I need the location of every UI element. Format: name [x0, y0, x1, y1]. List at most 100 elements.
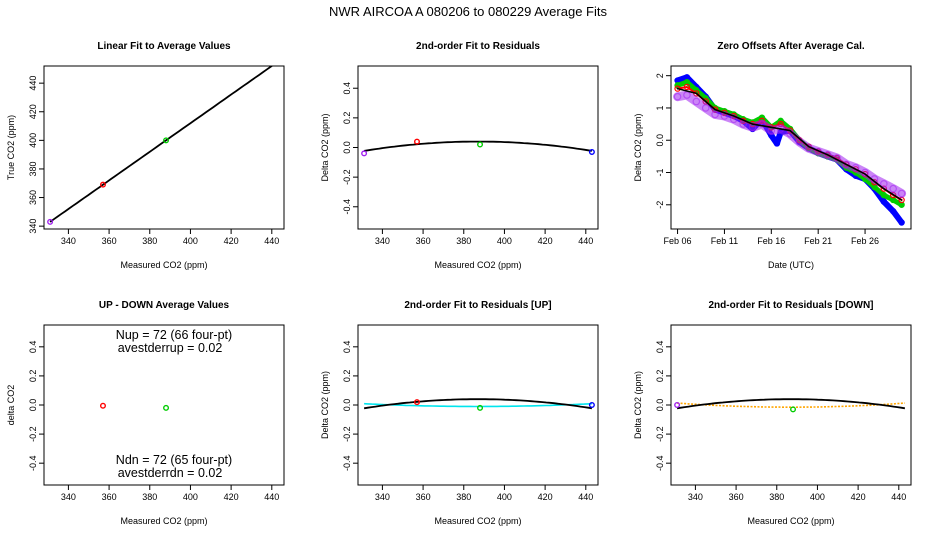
x-tick-label: 340 [375, 236, 390, 246]
y-axis-label: Delta CO2 (ppm) [633, 371, 643, 439]
x-tick-label: 420 [851, 492, 866, 502]
series-point-purple [692, 97, 701, 106]
x-tick-label: 360 [416, 236, 431, 246]
y-tick-label: 0.0 [655, 134, 665, 147]
x-tick-label: Feb 26 [851, 236, 879, 246]
x-tick-label: Feb 11 [711, 236, 738, 246]
series-point-green [880, 191, 888, 199]
x-tick-label: Feb 16 [757, 236, 785, 246]
y-tick-label: 420 [28, 104, 38, 119]
y-tick-label: 380 [28, 161, 38, 176]
plot-area [673, 74, 907, 226]
data-point-purple [361, 150, 368, 157]
y-tick-label: 360 [28, 190, 38, 205]
panel-p6: 2nd-order Fit to Residuals [DOWN] 340 360 3… [633, 300, 912, 526]
y-tick-label: 0.2 [342, 112, 352, 125]
x-tick-label: 400 [497, 492, 512, 502]
x-axis-label: Measured CO2 (ppm) [120, 260, 207, 270]
x-tick-label: 440 [264, 492, 279, 502]
y-tick-label: 0.4 [342, 341, 352, 354]
panel-p5: 2nd-order Fit to Residuals [UP] 340 360 380… [320, 300, 599, 526]
series-point-purple [673, 92, 682, 101]
y-tick-label: -0.2 [342, 169, 352, 185]
data-point-red [413, 138, 420, 145]
series-line-purple [673, 90, 907, 198]
series-point-purple [823, 150, 832, 159]
annotation-ndn: Ndn = 72 (65 four-pt) [116, 453, 232, 467]
y-tick-label: -0.2 [28, 426, 38, 442]
series-point-purple [897, 189, 906, 198]
annotation-nup: Nup = 72 (66 four-pt) [116, 328, 232, 342]
fit-line-black [676, 398, 906, 410]
panel-title: 2nd-order Fit to Residuals [416, 41, 540, 52]
x-tick-label: 360 [416, 492, 431, 502]
y-axis-label: True CO2 (ppm) [6, 115, 16, 180]
x-tick-label: 380 [456, 236, 471, 246]
panel-p4: UP - DOWN Average Values 340 360 380 400 420 4… [6, 300, 285, 526]
y-tick-label: 400 [28, 133, 38, 148]
fit-line-black [363, 140, 593, 152]
plot-area [361, 138, 595, 157]
x-tick-label: 380 [456, 492, 471, 502]
y-tick-label: -0.4 [28, 455, 38, 471]
x-tick-label: 420 [538, 492, 553, 502]
series-point-blue [898, 219, 905, 226]
series-point-red [683, 83, 691, 91]
series-line-black [676, 87, 903, 201]
data-point-red [99, 402, 106, 409]
x-tick-label: 360 [102, 236, 117, 246]
y-tick-label: 340 [28, 219, 38, 234]
panel-title: 2nd-order Fit to Residuals [UP] [404, 300, 551, 311]
plot-area [674, 398, 906, 413]
series-point-purple [711, 110, 719, 119]
y-tick-label: 0.4 [342, 82, 352, 95]
y-tick-label: -0.4 [342, 455, 352, 471]
annotation-avestderrup: avestderrup = 0.02 [118, 341, 223, 355]
y-tick-label: 0.0 [342, 399, 352, 412]
data-point-green [477, 141, 484, 148]
data-point-green [163, 404, 170, 411]
series-line-green [675, 79, 905, 208]
x-axis-label: Measured CO2 (ppm) [120, 516, 207, 526]
data-point-green [163, 137, 170, 144]
series-point-purple [701, 104, 710, 112]
plot-area [363, 398, 595, 411]
x-tick-label: 400 [183, 236, 198, 246]
x-tick-label: 420 [538, 236, 553, 246]
y-tick-label: 0.2 [28, 370, 38, 383]
data-point-purple [674, 402, 681, 409]
x-tick-label: 340 [688, 492, 703, 502]
x-tick-label: 440 [891, 492, 906, 502]
y-tick-label: 0.4 [28, 341, 38, 354]
x-tick-label: 400 [810, 492, 825, 502]
plot-area [99, 402, 170, 411]
y-tick-label: 1 [655, 105, 665, 110]
x-tick-label: 360 [729, 492, 744, 502]
plot-frame [43, 65, 285, 230]
panel-p1: Linear Fit to Average Values 340 360 380 400… [6, 41, 285, 270]
series-point-purple [758, 120, 766, 128]
y-tick-label: -0.4 [655, 455, 665, 471]
series-point-blue [773, 140, 781, 147]
data-point-red [99, 181, 106, 188]
x-tick-label: 400 [497, 236, 512, 246]
data-point-blue [588, 148, 595, 155]
panel-title: UP - DOWN Average Values [99, 300, 230, 311]
x-tick-label: 420 [224, 236, 239, 246]
y-tick-label: -0.2 [342, 426, 352, 442]
series-point-purple [889, 184, 897, 193]
x-tick-label: 340 [375, 492, 390, 502]
y-tick-label: 0.0 [28, 399, 38, 412]
fit-line-orange [677, 402, 905, 409]
y-tick-label: -0.2 [655, 426, 665, 442]
y-tick-label: 0.0 [342, 141, 352, 154]
y-tick-label: -0.4 [342, 199, 352, 215]
page-title: NWR AIRCOA A 080206 to 080229 Average Fi… [329, 4, 607, 19]
panel-p2: 2nd-order Fit to Residuals 340 360 380 400 42… [320, 41, 599, 270]
x-tick-label: 420 [224, 492, 239, 502]
y-tick-label: 0.0 [655, 399, 665, 412]
x-tick-label: 440 [578, 236, 593, 246]
y-tick-label: 2 [655, 73, 665, 78]
x-tick-label: 360 [102, 492, 117, 502]
